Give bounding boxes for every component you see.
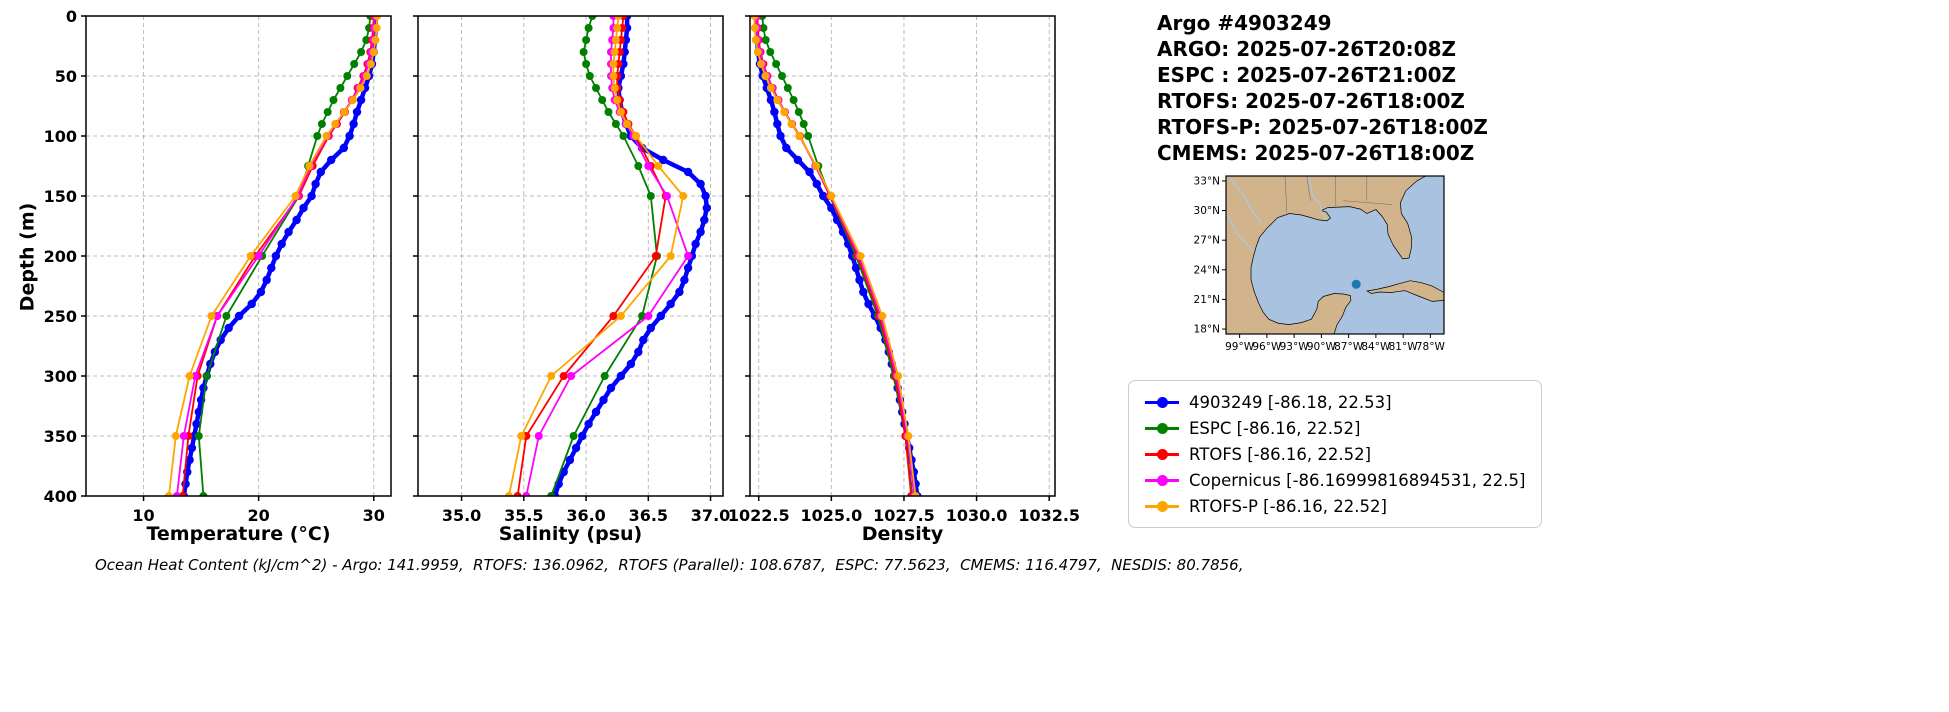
x-tick-label: 37.0 — [691, 506, 730, 525]
map-lat-tick-label: 18°N — [1194, 324, 1220, 336]
y-tick-label: 150 — [44, 187, 77, 206]
legend-label: ESPC [-86.16, 22.52] — [1189, 418, 1361, 438]
map-lon-tick-label: 90°W — [1307, 341, 1337, 353]
x-tick-label: 1032.5 — [1018, 506, 1080, 525]
map-lon-tick-label: 84°W — [1361, 341, 1391, 353]
float-location-marker — [1351, 279, 1361, 289]
map-state-border — [1284, 176, 1288, 213]
ocean-heat-content-note: Ocean Heat Content (kJ/cm^2) - Argo: 141… — [95, 556, 1244, 574]
x-tick-label: 1027.5 — [873, 506, 935, 525]
rtofs-timestamp: RTOFS: 2025-07-26T18:00Z — [1157, 89, 1465, 113]
map-land-mainland — [1226, 176, 1426, 334]
y-tick-label: 300 — [44, 367, 77, 386]
x-tick-label: 10 — [132, 506, 154, 525]
y-tick-label: 0 — [66, 7, 77, 26]
x-tick-label: 1025.0 — [800, 506, 862, 525]
temperature-axis-title: Temperature (°C) — [146, 523, 331, 545]
x-tick-label: 20 — [248, 506, 270, 525]
map-lon-tick-label: 99°W — [1225, 341, 1255, 353]
map-lat-tick-label: 27°N — [1194, 235, 1220, 247]
x-tick-label: 35.5 — [504, 506, 543, 525]
espc-timestamp: ESPC : 2025-07-26T21:00Z — [1157, 63, 1457, 87]
legend-label: Copernicus [-86.16999816894531, 22.5] — [1189, 470, 1526, 490]
map-lon-tick-label: 96°W — [1252, 341, 1282, 353]
legend-label: 4903249 [-86.18, 22.53] — [1189, 392, 1392, 412]
salinity-profile-chart: 35.0 35.5 36.0 36.5 37.0 — [413, 15, 730, 525]
info-header: Argo #4903249 ARGO: 2025-07-26T20:08Z ES… — [1157, 10, 1488, 166]
x-tick-label: 36.5 — [629, 506, 668, 525]
map-river — [1226, 212, 1254, 252]
series-4903249 — [179, 16, 381, 496]
x-tick-label: 36.0 — [566, 506, 605, 525]
series-RTOFS-P — [750, 16, 920, 496]
legend-item-argo: 4903249 [-86.18, 22.53] — [1145, 389, 1525, 415]
y-tick-label: 100 — [44, 127, 77, 146]
legend-item-rtofs-p: RTOFS-P [-86.16, 22.52] — [1145, 493, 1525, 519]
map-state-border — [1343, 200, 1393, 205]
series-RTOFS-P — [504, 16, 688, 496]
y-tick-label: 400 — [44, 487, 77, 506]
rtofs-p-timestamp: RTOFS-P: 2025-07-26T18:00Z — [1157, 115, 1488, 139]
legend-line-sample-espc — [1145, 422, 1179, 434]
salinity-axis-title: Salinity (psu) — [498, 523, 643, 545]
y-tick-label: 350 — [44, 427, 77, 446]
map-lon-tick-label: 87°W — [1334, 341, 1364, 353]
legend-item-espc: ESPC [-86.16, 22.52] — [1145, 415, 1525, 441]
y-tick-label: 50 — [55, 67, 77, 86]
map-lat-tick-label: 30°N — [1194, 205, 1220, 217]
x-tick-label: 1022.5 — [728, 506, 790, 525]
legend-line-sample-rtofs-p — [1145, 500, 1179, 512]
map-lat-tick-label: 21°N — [1194, 294, 1220, 306]
map-lat-tick-label: 24°N — [1194, 264, 1220, 276]
legend-line-sample-rtofs — [1145, 448, 1179, 460]
map-lat-tick-label: 33°N — [1194, 175, 1220, 187]
gulf-of-mexico-map: 33°N 30°N 27°N 24°N 21°N 18°N 99°W96°W93°W90°W… — [1194, 175, 1446, 353]
argo-timestamp: ARGO: 2025-07-26T20:08Z — [1157, 37, 1456, 61]
map-river — [1228, 176, 1262, 223]
map-land-cuba — [1366, 280, 1444, 302]
series-RTOFS-P — [164, 16, 382, 496]
legend: 4903249 [-86.18, 22.53] ESPC [-86.16, 22… — [1128, 380, 1543, 528]
legend-label: RTOFS-P [-86.16, 22.52] — [1189, 496, 1387, 516]
plot-title: Argo #4903249 — [1157, 11, 1332, 35]
x-tick-label: 1030.0 — [946, 506, 1008, 525]
map-lon-tick-label: 78°W — [1416, 341, 1446, 353]
legend-label: RTOFS [-86.16, 22.52] — [1189, 444, 1372, 464]
density-axis-title: Density — [861, 523, 944, 545]
y-tick-label: 250 — [44, 307, 77, 326]
cmems-timestamp: CMEMS: 2025-07-26T18:00Z — [1157, 141, 1475, 165]
map-state-border — [1306, 176, 1311, 201]
legend-line-sample-copernicus — [1145, 474, 1179, 486]
y-tick-label: 200 — [44, 247, 77, 266]
map-river — [1308, 176, 1328, 220]
density-profile-chart: 1022.5 1025.0 1027.5 1030.0 1032.5 — [728, 15, 1080, 525]
map-lon-tick-label: 93°W — [1280, 341, 1310, 353]
x-tick-label: 35.0 — [442, 506, 481, 525]
x-tick-label: 30 — [363, 506, 385, 525]
legend-item-rtofs: RTOFS [-86.16, 22.52] — [1145, 441, 1525, 467]
legend-item-copernicus: Copernicus [-86.16999816894531, 22.5] — [1145, 467, 1525, 493]
map-lon-tick-label: 81°W — [1389, 341, 1419, 353]
legend-line-sample-argo — [1145, 396, 1179, 408]
map-border — [1225, 175, 1445, 335]
